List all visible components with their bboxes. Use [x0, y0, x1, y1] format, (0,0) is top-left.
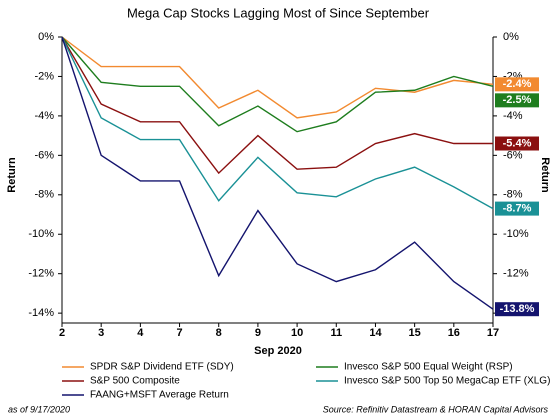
x-tick-label: 8: [216, 327, 222, 339]
x-tick-label: 14: [369, 327, 382, 339]
end-label-box: [495, 302, 539, 317]
x-tick-label: 16: [448, 327, 460, 339]
x-tick-label: 4: [137, 327, 144, 339]
series-line: [61, 36, 493, 175]
y-tick-label: -8%: [34, 189, 54, 201]
end-label: -2.5%: [503, 94, 532, 106]
y2-tick-label: 0%: [503, 31, 519, 43]
x-tick-label: 9: [255, 327, 261, 339]
end-label: -5.4%: [503, 137, 532, 149]
series-line: [61, 36, 494, 133]
end-label-box: [495, 93, 539, 108]
y2-tick-label: -12%: [503, 268, 529, 280]
series-line: [61, 36, 494, 310]
y2-axis-title: Return: [539, 157, 551, 193]
x-tick-label: 11: [330, 327, 342, 339]
y2-tick-label: -10%: [503, 228, 529, 240]
end-label: -13.8%: [500, 303, 535, 315]
chart-title: Mega Cap Stocks Lagging Most of Since Se…: [127, 5, 430, 20]
footnote: as of 9/17/2020: [8, 404, 70, 414]
y-tick-label: -6%: [34, 149, 54, 161]
x-tick-label: 17: [487, 327, 499, 339]
legend-label: Invesco S&P 500 Top 50 MegaCap ETF (XLG): [344, 376, 550, 387]
x-tick-label: 7: [176, 327, 182, 339]
end-label-box: [495, 77, 539, 92]
y-tick-label: -12%: [28, 268, 54, 280]
y-tick-label: -10%: [28, 228, 54, 240]
x-tick-label: 15: [409, 327, 421, 339]
x-tick-label: 10: [291, 327, 303, 339]
y2-tick-label: -4%: [503, 110, 523, 122]
y-tick-label: 0%: [38, 31, 54, 43]
source: Source: Refinitiv Datastream & HORAN Cap…: [323, 404, 549, 414]
end-label: -8.7%: [503, 203, 532, 215]
end-label-box: [495, 201, 539, 216]
series-line: [61, 36, 494, 119]
legend-label: FAANG+MSFT Average Return: [90, 390, 229, 401]
x-tick-label: 3: [98, 327, 104, 339]
legend-label: S&P 500 Composite: [90, 376, 180, 387]
y-tick-label: -4%: [34, 110, 54, 122]
end-label: -2.4%: [503, 78, 532, 90]
y-axis-title: Return: [6, 157, 18, 193]
series-line: [61, 36, 494, 210]
y2-tick-label: -8%: [503, 189, 523, 201]
y-tick-label: -14%: [28, 307, 54, 319]
x-tick-label: 2: [59, 327, 65, 339]
legend-label: Invesco S&P 500 Equal Weight (RSP): [344, 362, 513, 373]
legend-label: SPDR S&P Dividend ETF (SDY): [90, 362, 234, 373]
x-axis-title: Sep 2020: [254, 345, 302, 357]
y-tick-label: -2%: [34, 70, 54, 82]
y2-tick-label: -6%: [503, 149, 523, 161]
end-label-box: [495, 136, 539, 151]
